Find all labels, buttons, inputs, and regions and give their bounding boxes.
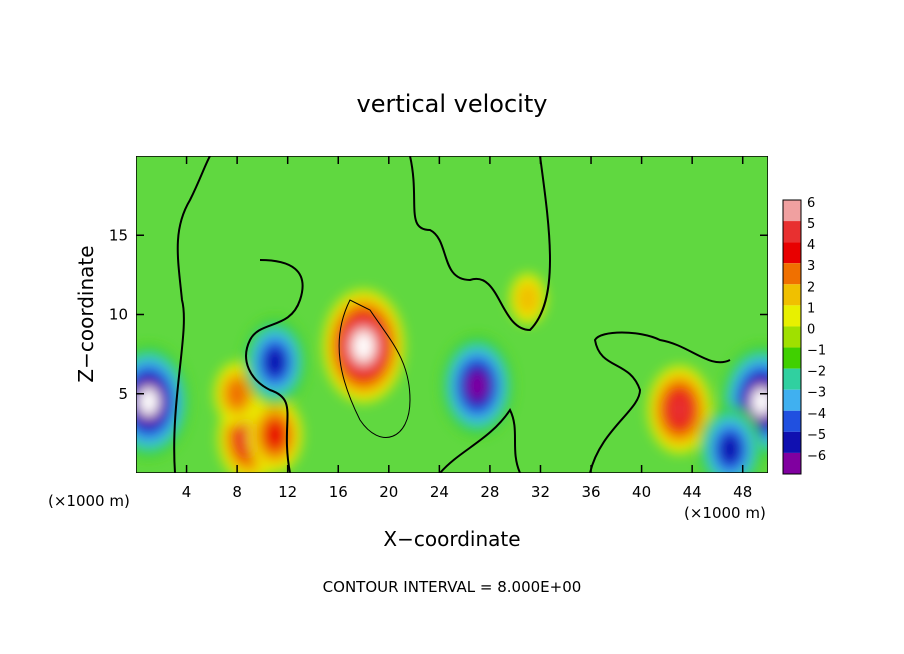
contour-line bbox=[409, 156, 551, 332]
colorbar-label: −2 bbox=[807, 365, 826, 380]
contour-line bbox=[173, 156, 211, 473]
colorbar-swatch bbox=[783, 326, 801, 348]
x-tick-label: 16 bbox=[329, 483, 348, 501]
x-tick-label: 28 bbox=[480, 483, 499, 501]
field-feature bbox=[751, 387, 768, 416]
colorbar-swatch bbox=[783, 200, 801, 222]
y-tick-label: 15 bbox=[109, 226, 128, 244]
field-feature bbox=[719, 434, 741, 464]
field-feature bbox=[138, 387, 159, 416]
contour-interval-note: CONTOUR INTERVAL = 8.000E+00 bbox=[323, 578, 582, 596]
contour-line bbox=[245, 259, 304, 473]
chart-title: vertical velocity bbox=[357, 90, 548, 118]
x-axis-ticks: 4 8 12 16 20 24 28 32 36 40 44 48 bbox=[182, 156, 752, 501]
x-tick-label: 32 bbox=[531, 483, 550, 501]
field-feature bbox=[225, 378, 249, 410]
x-axis-title: X−coordinate bbox=[383, 527, 520, 551]
x-tick-label: 20 bbox=[379, 483, 398, 501]
x-tick-label: 4 bbox=[182, 483, 192, 501]
colorbar-label: −1 bbox=[807, 344, 826, 359]
x-tick-label: 36 bbox=[581, 483, 600, 501]
colorbar-label: −4 bbox=[807, 407, 826, 422]
colorbar-swatch bbox=[783, 410, 801, 432]
colorbar-swatch bbox=[783, 431, 801, 453]
field-feature bbox=[264, 347, 286, 377]
x-tick-label: 44 bbox=[683, 483, 702, 501]
y-axis-ticks: 5 10 15 bbox=[109, 226, 768, 403]
colorbar-label: 5 bbox=[807, 217, 815, 232]
x-tick-label: 40 bbox=[632, 483, 651, 501]
velocity-field bbox=[136, 273, 768, 473]
contour-line bbox=[589, 331, 731, 473]
y-tick-label: 10 bbox=[109, 306, 128, 324]
field-feature bbox=[515, 281, 540, 316]
x-unit-left: (×1000 m) bbox=[48, 492, 130, 510]
colorbar-swatch bbox=[783, 347, 801, 369]
x-tick-label: 12 bbox=[278, 483, 297, 501]
x-tick-label: 24 bbox=[430, 483, 449, 501]
colorbar-swatch bbox=[783, 284, 801, 306]
colorbar-swatch bbox=[783, 221, 801, 243]
colorbar: 6 5 4 3 2 1 0 −1 −2 −3 −4 −5 −6 bbox=[782, 196, 826, 475]
y-tick-label: 5 bbox=[118, 385, 128, 403]
contour-lines bbox=[173, 156, 731, 473]
colorbar-swatch bbox=[783, 305, 801, 327]
colorbar-frame bbox=[782, 199, 802, 475]
x-tick-label: 8 bbox=[232, 483, 242, 501]
contour-line bbox=[338, 299, 411, 438]
colorbar-label: 0 bbox=[807, 322, 815, 337]
field-feature bbox=[669, 395, 691, 425]
colorbar-swatch bbox=[783, 263, 801, 285]
x-tick-label: 48 bbox=[733, 483, 752, 501]
colorbar-swatch bbox=[783, 389, 801, 411]
colorbar-label: −3 bbox=[807, 386, 826, 401]
colorbar-label: 1 bbox=[807, 301, 815, 316]
colorbar-label: −6 bbox=[807, 449, 826, 464]
y-axis-title: Z−coordinate bbox=[74, 245, 98, 382]
field-feature bbox=[353, 332, 374, 361]
contour-line bbox=[439, 408, 521, 473]
x-unit-right: (×1000 m) bbox=[684, 504, 766, 522]
colorbar-label: 4 bbox=[807, 238, 815, 253]
colorbar-label: 2 bbox=[807, 280, 815, 295]
field-feature bbox=[264, 419, 286, 450]
colorbar-swatch bbox=[783, 242, 801, 264]
colorbar-label: 3 bbox=[807, 259, 815, 274]
colorbar-label: −5 bbox=[807, 428, 826, 443]
plot-area bbox=[136, 156, 768, 473]
colorbar-swatch bbox=[783, 452, 801, 474]
field-feature bbox=[466, 371, 488, 401]
colorbar-label: 6 bbox=[807, 196, 815, 211]
colorbar-swatch bbox=[783, 368, 801, 390]
